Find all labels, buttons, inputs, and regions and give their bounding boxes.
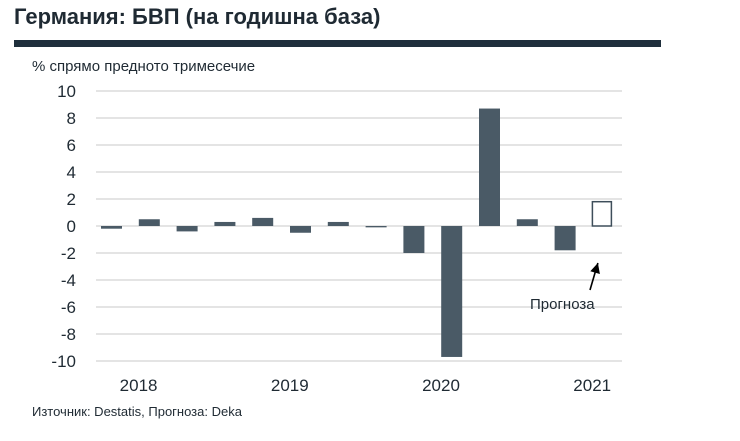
y-tick-label: -6	[61, 298, 76, 317]
forecast-bar	[591, 200, 613, 227]
y-tick-label: -4	[61, 271, 76, 290]
annotation-label: Прогноза	[530, 296, 595, 313]
data-bar	[327, 221, 349, 226]
data-bar	[403, 226, 425, 253]
x-year-label: 2020	[422, 376, 460, 395]
data-bar	[252, 217, 274, 226]
y-tick-label: 10	[57, 82, 76, 101]
y-tick-label: 4	[67, 163, 76, 182]
source-note: Източник: Destatis, Прогноза: Deka	[32, 404, 242, 419]
x-year-label: 2018	[120, 376, 158, 395]
chart-title: Германия: БВП (на годишна база)	[14, 4, 381, 29]
data-bar	[176, 226, 198, 232]
y-tick-label: 2	[67, 190, 76, 209]
y-tick-label: 0	[67, 217, 76, 236]
data-bar	[365, 226, 387, 228]
title-rule	[14, 40, 661, 47]
data-bar	[479, 108, 500, 226]
x-year-labels: 2018 2019 2020 2021	[120, 376, 611, 395]
y-tick-label: 8	[67, 109, 76, 128]
y-tick-label: -8	[61, 325, 76, 344]
y-tick-label: 6	[67, 136, 76, 155]
data-bar	[101, 226, 122, 229]
data-bar	[214, 221, 236, 226]
data-bar	[441, 226, 463, 357]
y-tick-labels: 10 8 6 4 2 0 -2 -4 -6 -8 -10	[51, 82, 76, 371]
x-year-label: 2021	[573, 376, 611, 395]
x-year-label: 2019	[271, 376, 309, 395]
annotation-arrow-head	[590, 263, 600, 275]
y-tick-label: -10	[51, 352, 76, 371]
data-bar	[516, 219, 538, 226]
forecast-annotation: Прогноза	[530, 262, 600, 313]
bars	[101, 108, 613, 357]
grid-lines	[96, 90, 622, 362]
data-bar	[138, 219, 160, 226]
data-bar	[554, 226, 576, 251]
data-bar	[290, 226, 311, 233]
y-axis-label: % спрямо предното тримесечие	[32, 58, 256, 75]
y-tick-label: -2	[61, 244, 76, 263]
